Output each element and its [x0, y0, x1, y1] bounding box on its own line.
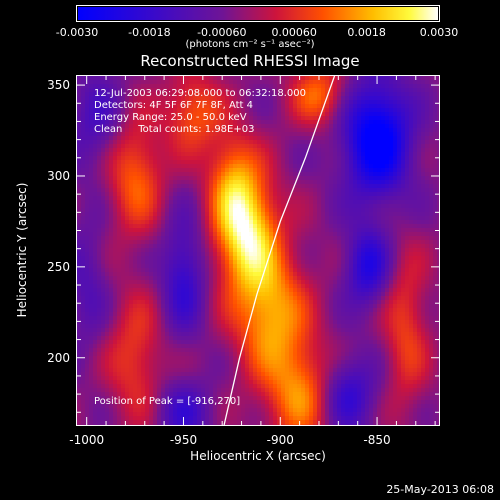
colorbar	[76, 5, 440, 22]
colorbar-tick-label: 0.0018	[347, 26, 386, 39]
x-tick-label: -900	[266, 433, 294, 447]
plot-area	[76, 75, 440, 426]
x-axis-label: Heliocentric X (arcsec)	[190, 449, 326, 463]
y-tick-label: 300	[47, 168, 70, 183]
colorbar-units: (photons cm⁻² s⁻¹ asec⁻²)	[185, 39, 315, 50]
colorbar-tick-label: -0.00060	[197, 26, 247, 39]
y-tick-label: 200	[47, 350, 70, 365]
info-detectors: Detectors: 4F 5F 6F 7F 8F, Att 4	[94, 100, 254, 111]
info-energy-range: Energy Range: 25.0 - 50.0 keV	[94, 112, 247, 123]
peak-position-label: Position of Peak = [-916,270]	[94, 396, 241, 407]
x-tick-label: -850	[363, 433, 391, 447]
colorbar-tick-label: 0.0030	[419, 26, 459, 39]
x-tick-label: -950	[169, 433, 198, 447]
heatmap-image	[77, 76, 439, 425]
y-axis-label: Heliocentric Y (arcsec)	[15, 182, 29, 318]
y-tick-label: 250	[47, 259, 70, 274]
y-tick-label: 350	[47, 78, 70, 93]
chart-title: Reconstructed RHESSI Image	[140, 52, 360, 70]
colorbar-tick-label: -0.0018	[128, 26, 171, 39]
colorbar-gradient	[78, 7, 438, 20]
footer-timestamp: 25-May-2013 06:08	[386, 483, 494, 496]
colorbar-tick-label: -0.0030	[55, 26, 99, 39]
solar-limb-curve	[223, 76, 336, 425]
solar-limb-overlay	[77, 76, 439, 425]
x-tick-label: -1000	[69, 433, 105, 447]
colorbar-tick-label: 0.00060	[271, 26, 317, 39]
info-time-range: 12-Jul-2003 06:29:08.000 to 06:32:18.000	[94, 88, 306, 99]
info-clean-counts: Clean Total counts: 1.98E+03	[94, 124, 255, 135]
